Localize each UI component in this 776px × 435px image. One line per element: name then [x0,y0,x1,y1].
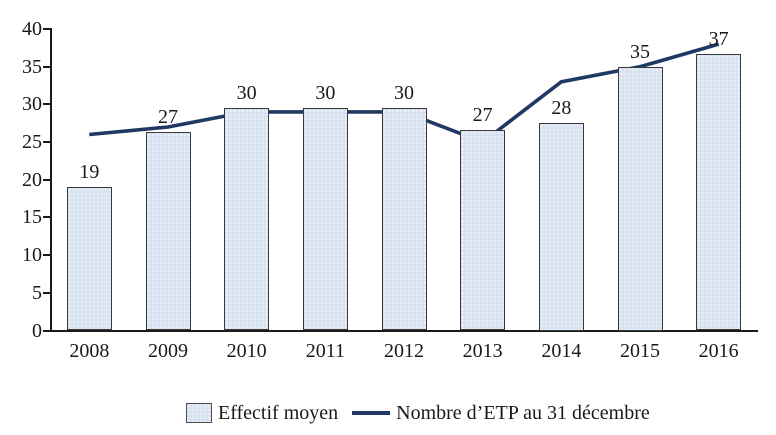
y-tick [43,28,50,30]
y-tick-label: 15 [22,206,42,229]
y-tick-label: 35 [22,55,42,78]
y-tick [43,254,50,257]
y-tick-label: 5 [32,281,42,304]
legend-line-label: Nombre d’ETP au 31 décembre [396,401,650,424]
bar [617,66,663,331]
bar [538,123,584,331]
legend-line-swatch [352,411,391,415]
y-tick [43,329,50,332]
legend-bar-label: Effectif moyen [218,401,339,424]
y-tick-label: 10 [22,244,42,267]
legend-bar-swatch [186,403,212,423]
y-tick-label: 30 [22,93,42,116]
bar [145,131,191,331]
legend: Effectif moyen Nombre d’ETP au 31 décemb… [186,398,650,428]
x-tick-label: 2012 [383,340,424,362]
bar-value-label: 30 [236,82,257,105]
bar-value-label: 30 [393,82,414,105]
y-tick-label: 40 [22,18,42,40]
bar [66,187,112,331]
x-tick-label: 2008 [69,340,110,362]
x-tick-label: 2016 [698,340,739,362]
x-tick-label: 2014 [541,340,582,362]
bar-value-label: 27 [157,105,178,128]
bar-value-label: 19 [79,161,100,184]
bar [696,53,742,331]
y-tick-label: 25 [22,131,42,154]
y-tick-label: 0 [32,319,42,342]
x-tick-label: 2009 [147,340,188,362]
bar-value-label: 27 [472,104,493,126]
y-tick [43,178,50,181]
y-tick [43,216,50,219]
y-axis-line [50,28,52,332]
y-tick-label: 20 [22,168,42,191]
y-tick [43,291,50,294]
bar-value-label: 37 [708,27,729,50]
x-axis-line [44,330,758,332]
x-tick-label: 2013 [462,340,503,362]
bar-value-label: 35 [629,40,650,63]
bar [460,130,506,331]
x-tick-label: 2010 [226,340,267,362]
bar [302,108,348,331]
bar [381,108,427,331]
y-tick [43,141,50,144]
x-tick-label: 2015 [619,340,660,362]
bar-value-label: 30 [315,82,336,105]
bar [224,108,270,331]
bar-value-label: 28 [551,97,572,120]
y-tick [43,65,50,68]
x-tick-label: 2011 [305,340,345,362]
y-tick [43,103,50,106]
